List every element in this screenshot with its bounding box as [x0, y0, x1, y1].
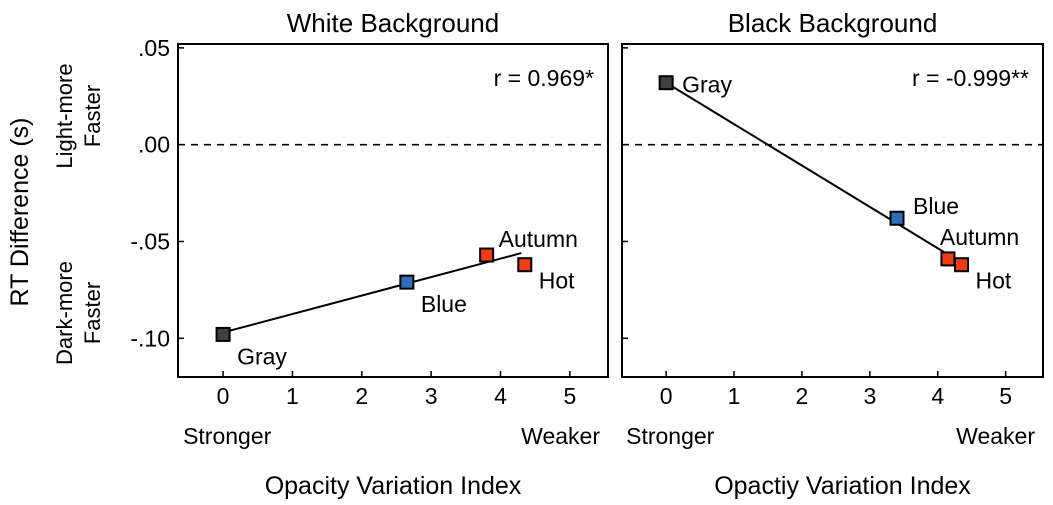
x-tick-label: 1: [728, 383, 741, 409]
fit-line: [222, 252, 522, 334]
point-label-autumn: Autumn: [499, 226, 578, 252]
x-tick-label: 0: [660, 383, 673, 409]
plot-frame: [177, 43, 609, 378]
point-blue: [399, 274, 415, 290]
y-annotation-bottom-line1: Dark-more: [52, 261, 77, 365]
plot-frame: [621, 43, 1044, 378]
x-tick-label: 3: [425, 383, 438, 409]
point-label-hot: Hot: [539, 268, 575, 294]
x-tick-label: 5: [999, 383, 1012, 409]
point-gray: [658, 75, 674, 91]
x-axis-label: Opacity Variation Index: [265, 472, 522, 500]
point-label-blue: Blue: [913, 193, 959, 219]
x-tick-label: 5: [563, 383, 576, 409]
point-label-hot: Hot: [976, 268, 1012, 294]
y-annotation-top-line1: Light-more: [52, 63, 77, 168]
y-tick-label: -.05: [130, 228, 170, 254]
x-end-label-weaker: Weaker: [521, 423, 600, 449]
x-tick-label: 2: [355, 383, 368, 409]
y-tick-label: -.10: [130, 325, 170, 351]
y-tick-label: .00: [138, 132, 170, 158]
y-tick-labels: .05 .00 -.05 -.10: [130, 35, 170, 351]
chart-title: Black Background: [728, 8, 938, 38]
y-annotation-top-line2: Faster: [80, 85, 105, 147]
x-tick-label: 2: [796, 383, 809, 409]
y-annotation-bottom-line2: Faster: [80, 282, 105, 344]
chart-title: White Background: [287, 8, 499, 38]
point-blue: [889, 210, 905, 226]
point-label-blue: Blue: [421, 291, 467, 317]
y-axis-label: RT Difference (s): [6, 118, 34, 307]
panel-white-background: White Background 0 1 2 3 4 5 Stronger Weaker Opac…: [177, 8, 609, 500]
correlation-label: r = 0.969*: [494, 65, 594, 91]
x-tick-label: 4: [494, 383, 507, 409]
x-axis-label: Opactiy Variation Index: [714, 472, 971, 500]
point-hot: [954, 257, 970, 273]
y-tick-label: .05: [138, 35, 170, 61]
panel-black-background: Black Background 0 1 2 3 4 5 Stronger Weaker Opac…: [621, 8, 1044, 500]
x-tick-label: 4: [931, 383, 944, 409]
point-label-autumn: Autumn: [940, 224, 1019, 250]
x-end-label-stronger: Stronger: [183, 423, 272, 449]
point-label-gray: Gray: [237, 343, 287, 369]
x-tick-label: 0: [217, 383, 230, 409]
x-tick-label: 3: [863, 383, 876, 409]
point-autumn: [479, 247, 495, 263]
fit-line: [665, 81, 963, 264]
x-tick-label: 1: [286, 383, 299, 409]
point-autumn: [940, 251, 956, 267]
point-label-gray: Gray: [682, 72, 732, 98]
point-gray: [215, 326, 231, 342]
point-hot: [517, 257, 533, 273]
x-end-label-weaker: Weaker: [956, 423, 1035, 449]
panels: White Background 0 1 2 3 4 5 Stronger Weaker Opac…: [177, 8, 1044, 500]
correlation-label: r = -0.999**: [912, 65, 1029, 91]
x-end-label-stronger: Stronger: [626, 423, 715, 449]
